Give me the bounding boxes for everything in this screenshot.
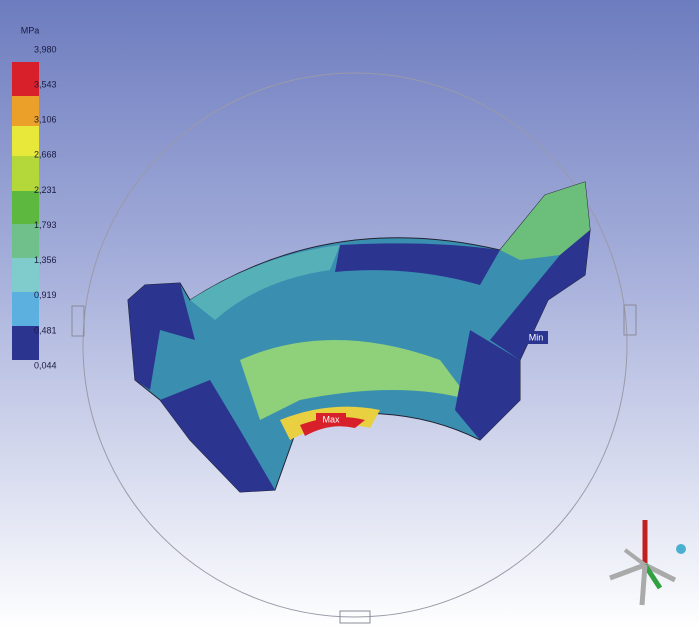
legend-label: 1,356 xyxy=(34,255,57,265)
legend-label: 2,231 xyxy=(34,185,57,195)
legend-label: 1,793 xyxy=(34,220,57,230)
legend-label: 3,543 xyxy=(34,79,57,89)
legend-unit: MPa xyxy=(21,25,40,35)
min-label: Min xyxy=(529,332,544,342)
legend-label: 0,919 xyxy=(34,290,57,300)
viewport: Max Min MPa 3,980 3,543 3,106 2,668 2,231 1,7… xyxy=(0,0,699,629)
max-label: Max xyxy=(322,414,340,424)
legend-label: 2,668 xyxy=(34,150,57,160)
legend-label: 3,980 xyxy=(34,44,57,54)
legend-label: 0,044 xyxy=(34,360,57,370)
legend-label: 0,481 xyxy=(34,325,57,335)
legend-label: 3,106 xyxy=(34,115,57,125)
